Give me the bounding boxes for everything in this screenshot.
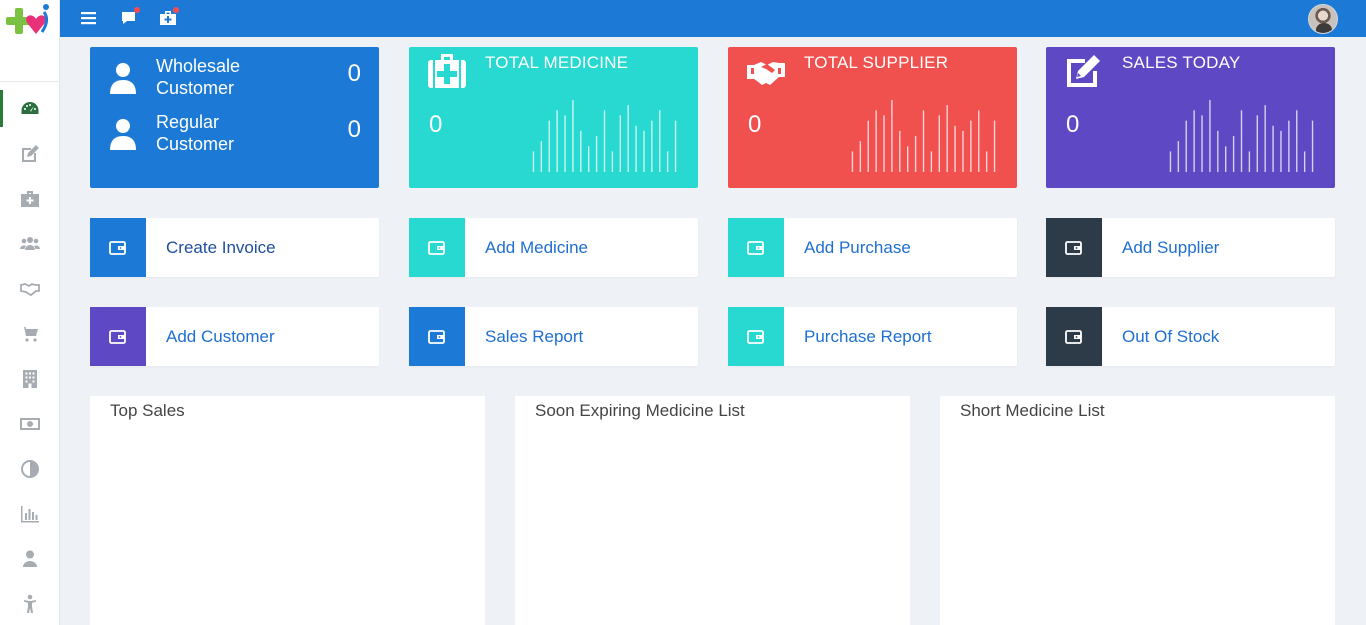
sidebar-item-dashboard[interactable] [0, 86, 59, 131]
half-circle-icon [20, 459, 39, 478]
wallet-icon [90, 307, 146, 366]
total-supplier-card[interactable]: TOTAL SUPPLIER 0 [728, 47, 1017, 188]
top-sales-title: Top Sales [110, 401, 185, 420]
sidebar [0, 0, 60, 625]
cart-icon [20, 326, 38, 342]
hamburger-icon [81, 12, 96, 25]
add-medicine-button[interactable]: Add Medicine [409, 218, 698, 277]
menu-toggle-button[interactable] [80, 9, 100, 29]
edit-icon [21, 144, 39, 162]
medkit-icon [427, 53, 467, 89]
sidebar-item-suppliers[interactable] [0, 266, 59, 311]
regular-customer-label: Regular Customer [156, 112, 235, 154]
create-invoice-label: Create Invoice [166, 238, 276, 257]
chat-icon [122, 12, 135, 24]
medicine-alert-button[interactable] [159, 7, 179, 29]
user-avatar[interactable] [1308, 4, 1338, 34]
user-icon [108, 118, 138, 152]
topbar [60, 0, 1366, 37]
out-of-stock-button[interactable]: Out Of Stock [1046, 307, 1335, 366]
short-medicine-panel: Short Medicine List [940, 396, 1335, 625]
app-logo[interactable] [0, 0, 59, 82]
total-medicine-card[interactable]: TOTAL MEDICINE 0 [409, 47, 698, 188]
expiring-medicine-panel: Soon Expiring Medicine List [515, 396, 910, 625]
wallet-icon [90, 218, 146, 277]
handshake-icon [19, 282, 40, 296]
notification-dot [134, 7, 140, 13]
sidebar-item-users[interactable] [0, 536, 59, 581]
add-medicine-label: Add Medicine [485, 238, 589, 257]
wallet-icon [1046, 307, 1102, 366]
purchase-report-button[interactable]: Purchase Report [728, 307, 1017, 366]
wholesale-customer-row: Wholesale Customer 0 [108, 50, 363, 98]
person-icon [23, 594, 36, 613]
regular-customer-row: Regular Customer 0 [108, 106, 363, 154]
building-icon [22, 369, 37, 388]
wallet-icon [409, 307, 465, 366]
wallet-icon [409, 218, 465, 277]
wallet-icon [728, 307, 784, 366]
create-invoice-button[interactable]: Create Invoice [90, 218, 379, 277]
medkit-icon [20, 190, 39, 207]
total-supplier-sparkline [851, 100, 996, 172]
wholesale-customer-label: Wholesale Customer [156, 56, 241, 98]
add-supplier-label: Add Supplier [1122, 238, 1220, 257]
wallet-icon [1046, 218, 1102, 277]
short-medicine-title: Short Medicine List [960, 401, 1105, 420]
sidebar-item-reports[interactable] [0, 446, 59, 491]
add-customer-label: Add Customer [166, 327, 275, 346]
bar-chart-icon [20, 505, 39, 522]
users-icon [19, 236, 40, 250]
notification-dot [173, 7, 179, 13]
sidebar-item-people[interactable] [0, 581, 59, 625]
sales-today-title: SALES TODAY [1122, 53, 1241, 72]
expiring-medicine-title: Soon Expiring Medicine List [535, 401, 745, 420]
sales-today-value: 0 [1066, 111, 1080, 138]
money-icon [19, 417, 40, 430]
sidebar-item-purchase[interactable] [0, 311, 59, 356]
user-icon [22, 550, 37, 567]
messages-button[interactable] [120, 7, 140, 29]
purchase-report-label: Purchase Report [804, 327, 932, 346]
wallet-icon [728, 218, 784, 277]
sidebar-item-analytics[interactable] [0, 491, 59, 536]
edit-icon [1064, 53, 1104, 89]
sales-today-sparkline [1169, 100, 1314, 172]
add-purchase-button[interactable]: Add Purchase [728, 218, 1017, 277]
total-medicine-value: 0 [429, 111, 443, 138]
add-customer-button[interactable]: Add Customer [90, 307, 379, 366]
wholesale-customer-count: 0 [347, 60, 361, 87]
sales-report-label: Sales Report [485, 327, 584, 346]
sidebar-item-stock[interactable] [0, 356, 59, 401]
total-medicine-sparkline [532, 100, 677, 172]
add-supplier-button[interactable]: Add Supplier [1046, 218, 1335, 277]
sidebar-item-invoice[interactable] [0, 131, 59, 176]
total-supplier-value: 0 [748, 111, 762, 138]
out-of-stock-label: Out Of Stock [1122, 327, 1220, 346]
total-medicine-title: TOTAL MEDICINE [485, 53, 629, 72]
sales-today-card[interactable]: SALES TODAY 0 [1046, 47, 1335, 188]
handshake-icon [746, 53, 786, 89]
regular-customer-count: 0 [347, 116, 361, 143]
total-supplier-title: TOTAL SUPPLIER [804, 53, 949, 72]
medkit-icon [160, 11, 176, 25]
sidebar-item-payments[interactable] [0, 401, 59, 446]
sidebar-item-medicine[interactable] [0, 176, 59, 221]
sales-report-button[interactable]: Sales Report [409, 307, 698, 366]
customer-summary-card: Wholesale Customer 0 Regular Customer 0 [90, 47, 379, 188]
sidebar-item-customers[interactable] [0, 221, 59, 266]
dashboard-icon [21, 101, 38, 114]
add-purchase-label: Add Purchase [804, 238, 911, 257]
user-icon [108, 62, 138, 96]
top-sales-panel: Top Sales [90, 396, 485, 625]
